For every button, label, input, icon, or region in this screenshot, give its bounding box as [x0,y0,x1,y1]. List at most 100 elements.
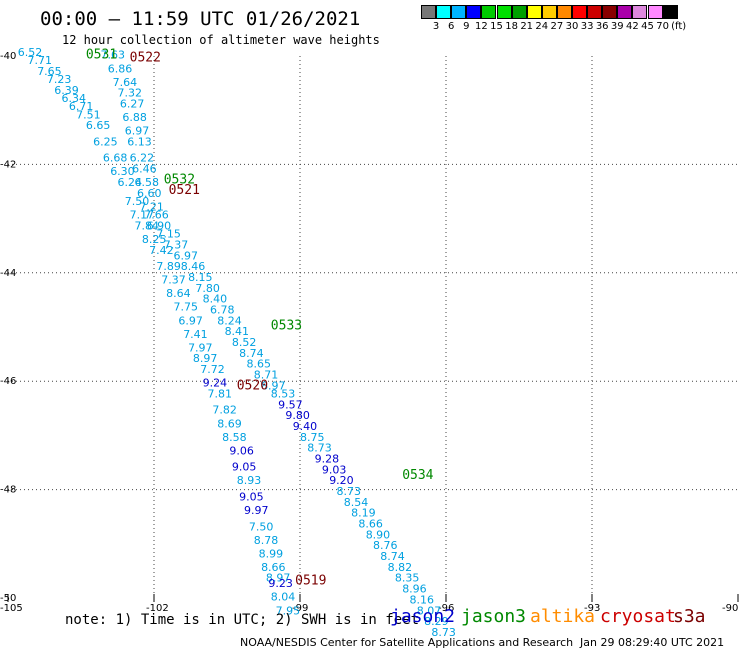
swh-value: 7.66 [144,209,169,222]
swh-value: 8.52 [232,336,257,349]
pass-time-label: 0519 [295,573,326,588]
swh-value: 6.39 [54,84,79,97]
swh-value: 9.80 [285,409,310,422]
swh-value: 8.78 [254,534,279,547]
swh-value: 8.73 [337,485,362,498]
swh-value: 8.25 [142,233,167,246]
swh-value: 9.23 [268,577,293,590]
swh-value: 8.65 [246,358,271,371]
swh-value: 8.97 [266,572,291,585]
colorbar-swatch [632,5,648,19]
swh-value: 7.72 [200,363,225,376]
swh-value: 8.53 [271,387,296,400]
swh-value: 6.86 [108,62,132,75]
swh-value: 7.75 [173,301,198,314]
colorbar-label: 33 [580,21,594,32]
swh-value: 8.76 [373,539,398,552]
swh-value: 9.05 [232,461,257,474]
swh-value: 6.78 [210,303,235,316]
swh-value: 8.74 [380,550,405,563]
colorbar-swatch [541,5,557,19]
swh-value: 6.90 [147,219,172,232]
page-title: 00:00 – 11:59 UTC 01/26/2021 [40,8,361,30]
lon-tick-label: -93 [584,603,600,614]
colorbar-label: 70 [656,21,669,32]
colorbar-swatch [602,5,618,19]
swh-value: 9.40 [293,420,318,433]
pass-time-label: 0531 [86,48,117,63]
swh-value: 7.82 [212,404,237,417]
swh-value: 6.24 [118,176,143,189]
swh-value: 8.82 [388,561,413,574]
swh-value: 8.97 [193,352,218,365]
swh-value: 6.25 [93,135,118,148]
units-note: note: 1) Time is in UTC; 2) SWH is in fe… [65,612,420,628]
swh-value: 8.93 [237,474,262,487]
swh-value: 9.03 [322,463,347,476]
legend-s3a: s3a [673,606,706,627]
swh-value: 8.74 [239,347,264,360]
colorbar-label: 3 [432,21,440,32]
credit-text: NOAA/NESDIS Center for Satellite Applica… [240,636,574,649]
colorbar-label: 36 [595,21,609,32]
colorbar-label: 12 [475,21,488,32]
swh-value: 6.22 [130,152,155,165]
colorbar-unit: (ft) [671,21,687,32]
swh-value: 9.24 [203,377,228,390]
swh-value: 7.42 [149,244,174,257]
colorbar-swatch [466,5,482,19]
swh-value: 7.21 [139,200,164,213]
colorbar-label: 27 [550,21,564,32]
swh-value: 7.95 [276,604,301,617]
lon-tick-label: -99 [292,603,308,614]
colorbar-label: 24 [535,21,549,32]
swh-value: 9.20 [329,474,354,487]
swh-value: 7.80 [195,282,220,295]
swh-value: 7.71 [27,54,52,67]
swh-value: 8.19 [351,507,376,520]
colorbar-label: 15 [490,21,503,32]
pass-time-label: 0520 [237,378,268,393]
swh-value: 9.05 [239,490,264,503]
legend-altika: altika [530,606,596,627]
swh-value: 6.65 [86,119,111,132]
colorbar-swatch [572,5,587,19]
swh-value: 7.37 [164,238,189,251]
swh-value: 6.97 [173,249,198,262]
legend-jason3: jason3 [461,606,527,627]
lon-tick-label: -96 [438,603,454,614]
colorbar-swatch [556,5,572,19]
swh-value: 8.97 [261,379,286,392]
lon-tick-label: -105 [0,603,23,614]
colorbar-swatch [436,5,452,19]
lat-tick-label: -48 [0,485,16,496]
swh-value: 7.84 [135,219,160,232]
swh-value: 7.63 [100,49,125,62]
legend-jason2: jason2 [390,606,456,627]
swh-value: 7.41 [183,328,208,341]
pass-time-label: 0521 [169,183,200,198]
pass-time-label: 0522 [130,50,161,65]
swh-value: 8.35 [395,572,420,585]
swh-value: 8.90 [366,528,391,541]
swh-value: 8.16 [410,593,435,606]
swh-value: 7.32 [118,87,143,100]
swh-value: 7.17 [130,209,155,222]
swh-value: 6.88 [122,111,147,124]
colorbar-label: 42 [626,21,639,32]
swh-value: 8.04 [271,591,296,604]
swh-value: 7.65 [37,65,62,78]
swh-value: 8.40 [203,293,228,306]
swh-value: 6.68 [103,152,128,165]
swh-value: 7.50 [249,520,274,533]
colorbar-swatch [617,5,633,19]
swh-value: 7.64 [113,76,138,89]
swh-value: 6.52 [18,46,43,59]
swh-value: 6.58 [135,176,160,189]
swh-value: 8.75 [300,431,325,444]
swh-value: 7.37 [161,274,186,287]
colorbar-swatch [662,5,678,19]
colorbar-label: 30 [565,21,579,32]
